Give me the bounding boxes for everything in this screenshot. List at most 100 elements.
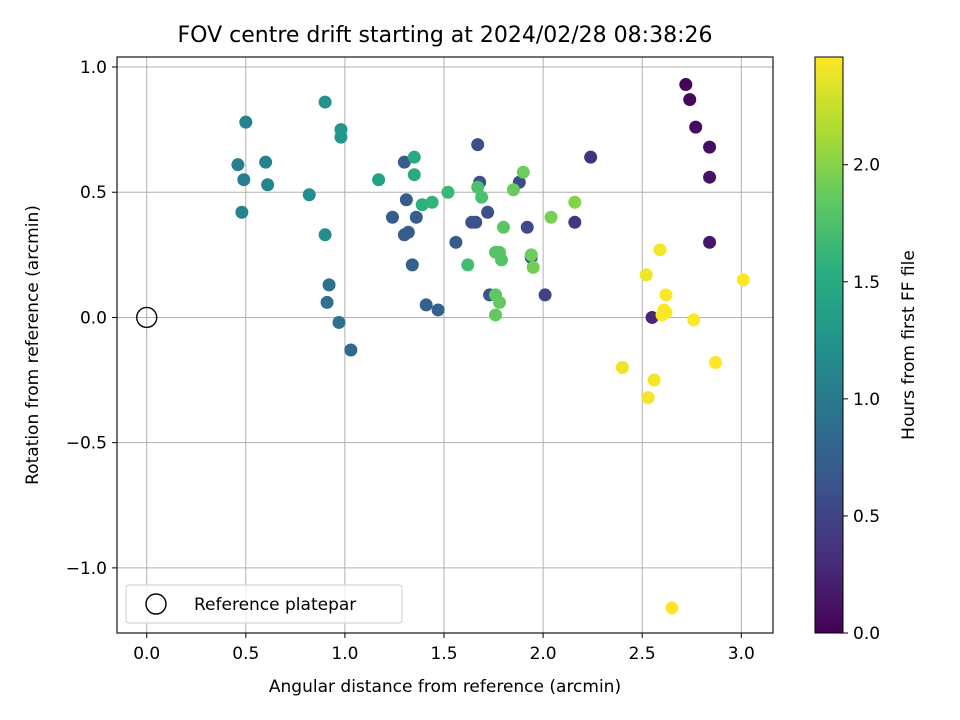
- data-point: [372, 173, 386, 187]
- data-point: [461, 258, 475, 272]
- reference-marker-layer: [136, 306, 158, 329]
- data-point: [520, 220, 534, 234]
- data-point: [615, 361, 629, 375]
- colorbar-gradient: [814, 56, 844, 634]
- data-point: [639, 268, 653, 282]
- data-point: [419, 298, 433, 312]
- data-point: [736, 273, 750, 287]
- data-point: [568, 215, 582, 229]
- data-point: [318, 228, 332, 242]
- y-tick-label: −1.0: [66, 559, 107, 579]
- colorbar-tick-label: 1.0: [853, 390, 880, 410]
- x-axis: 0.0 0.5 1.0 1.5 2.0 2.5 3.0: [133, 633, 755, 664]
- data-point: [493, 295, 507, 309]
- data-point: [332, 315, 346, 329]
- data-point: [665, 601, 679, 615]
- y-tick-label: 0.5: [80, 183, 107, 203]
- data-point: [409, 210, 423, 224]
- legend-box: [125, 584, 403, 624]
- x-axis-label: Angular distance from reference (arcmin): [269, 677, 621, 697]
- data-points: [231, 78, 750, 615]
- data-point: [524, 248, 538, 262]
- data-point: [494, 253, 508, 267]
- data-point: [526, 260, 540, 274]
- data-point: [647, 373, 661, 387]
- data-point: [584, 150, 598, 164]
- colorbar: 0.0 0.5 1.0 1.5 2.0 Hours from first FF file: [814, 56, 919, 644]
- data-point: [659, 288, 673, 302]
- data-point: [302, 188, 316, 202]
- y-tick-label: −0.5: [66, 434, 107, 454]
- plot-frame: [116, 56, 774, 634]
- colorbar-tick-label: 0.5: [853, 507, 880, 527]
- data-point: [481, 205, 495, 219]
- data-point: [703, 140, 717, 154]
- data-point: [235, 205, 249, 219]
- data-point: [397, 155, 411, 169]
- data-point: [449, 235, 463, 249]
- colorbar-tick-label: 2.0: [853, 156, 880, 176]
- data-point: [334, 123, 348, 137]
- data-point: [318, 95, 332, 109]
- y-tick-label: 0.0: [80, 308, 107, 328]
- plot-background: [117, 57, 773, 633]
- data-point: [709, 356, 723, 370]
- data-point: [344, 343, 358, 357]
- data-point: [475, 190, 489, 204]
- data-point: [425, 195, 439, 209]
- data-point: [689, 120, 703, 134]
- data-point: [399, 193, 413, 207]
- data-point: [645, 310, 659, 324]
- data-point: [415, 198, 429, 212]
- data-point: [687, 313, 701, 327]
- data-point: [516, 165, 530, 179]
- data-point: [431, 303, 445, 317]
- data-point: [679, 78, 693, 92]
- data-point: [568, 195, 582, 209]
- y-axis: −1.0 −0.5 0.0 0.5 1.0: [66, 58, 117, 579]
- data-point: [703, 235, 717, 249]
- reference-marker: [136, 306, 158, 329]
- data-point: [653, 243, 667, 257]
- data-point: [239, 115, 253, 129]
- y-tick-label: 1.0: [80, 58, 107, 78]
- data-point: [397, 228, 411, 242]
- legend-reference-label: Reference platepar: [194, 595, 356, 615]
- data-point: [489, 308, 503, 322]
- data-point: [471, 180, 485, 194]
- data-point: [538, 288, 552, 302]
- data-point: [683, 93, 697, 107]
- colorbar-tick-label: 1.5: [853, 273, 880, 293]
- data-point: [659, 305, 673, 319]
- data-point: [544, 210, 558, 224]
- plot-area: 0.0 0.5 1.0 1.5 2.0 2.5 3.0 −1.0 −0.5 0.0 0.5 1.0: [66, 56, 774, 664]
- x-tick-label: 2.0: [530, 644, 557, 664]
- data-point: [405, 258, 419, 272]
- colorbar-tick-label: 0.0: [853, 624, 880, 644]
- data-point: [320, 295, 334, 309]
- x-tick-label: 3.0: [728, 644, 755, 664]
- legend: Reference platepar: [125, 584, 403, 624]
- colorbar-label: Hours from first FF file: [899, 250, 919, 440]
- data-point: [261, 178, 275, 192]
- x-tick-label: 0.0: [133, 644, 160, 664]
- data-point: [641, 391, 655, 405]
- y-axis-label: Rotation from reference (arcmin): [23, 205, 43, 485]
- data-point: [237, 173, 251, 187]
- legend-reference-marker: [145, 593, 167, 615]
- data-point: [407, 168, 421, 182]
- data-point: [231, 158, 245, 172]
- x-tick-label: 1.5: [430, 644, 457, 664]
- data-point: [471, 138, 485, 152]
- x-tick-label: 1.0: [331, 644, 358, 664]
- colorbar-ticks: 0.0 0.5 1.0 1.5 2.0: [843, 156, 880, 644]
- data-point: [496, 220, 510, 234]
- data-point: [441, 185, 455, 199]
- data-point: [703, 170, 717, 184]
- data-point: [385, 210, 399, 224]
- data-point: [407, 150, 421, 164]
- x-tick-label: 2.5: [629, 644, 656, 664]
- data-point: [322, 278, 336, 292]
- x-tick-label: 0.5: [232, 644, 259, 664]
